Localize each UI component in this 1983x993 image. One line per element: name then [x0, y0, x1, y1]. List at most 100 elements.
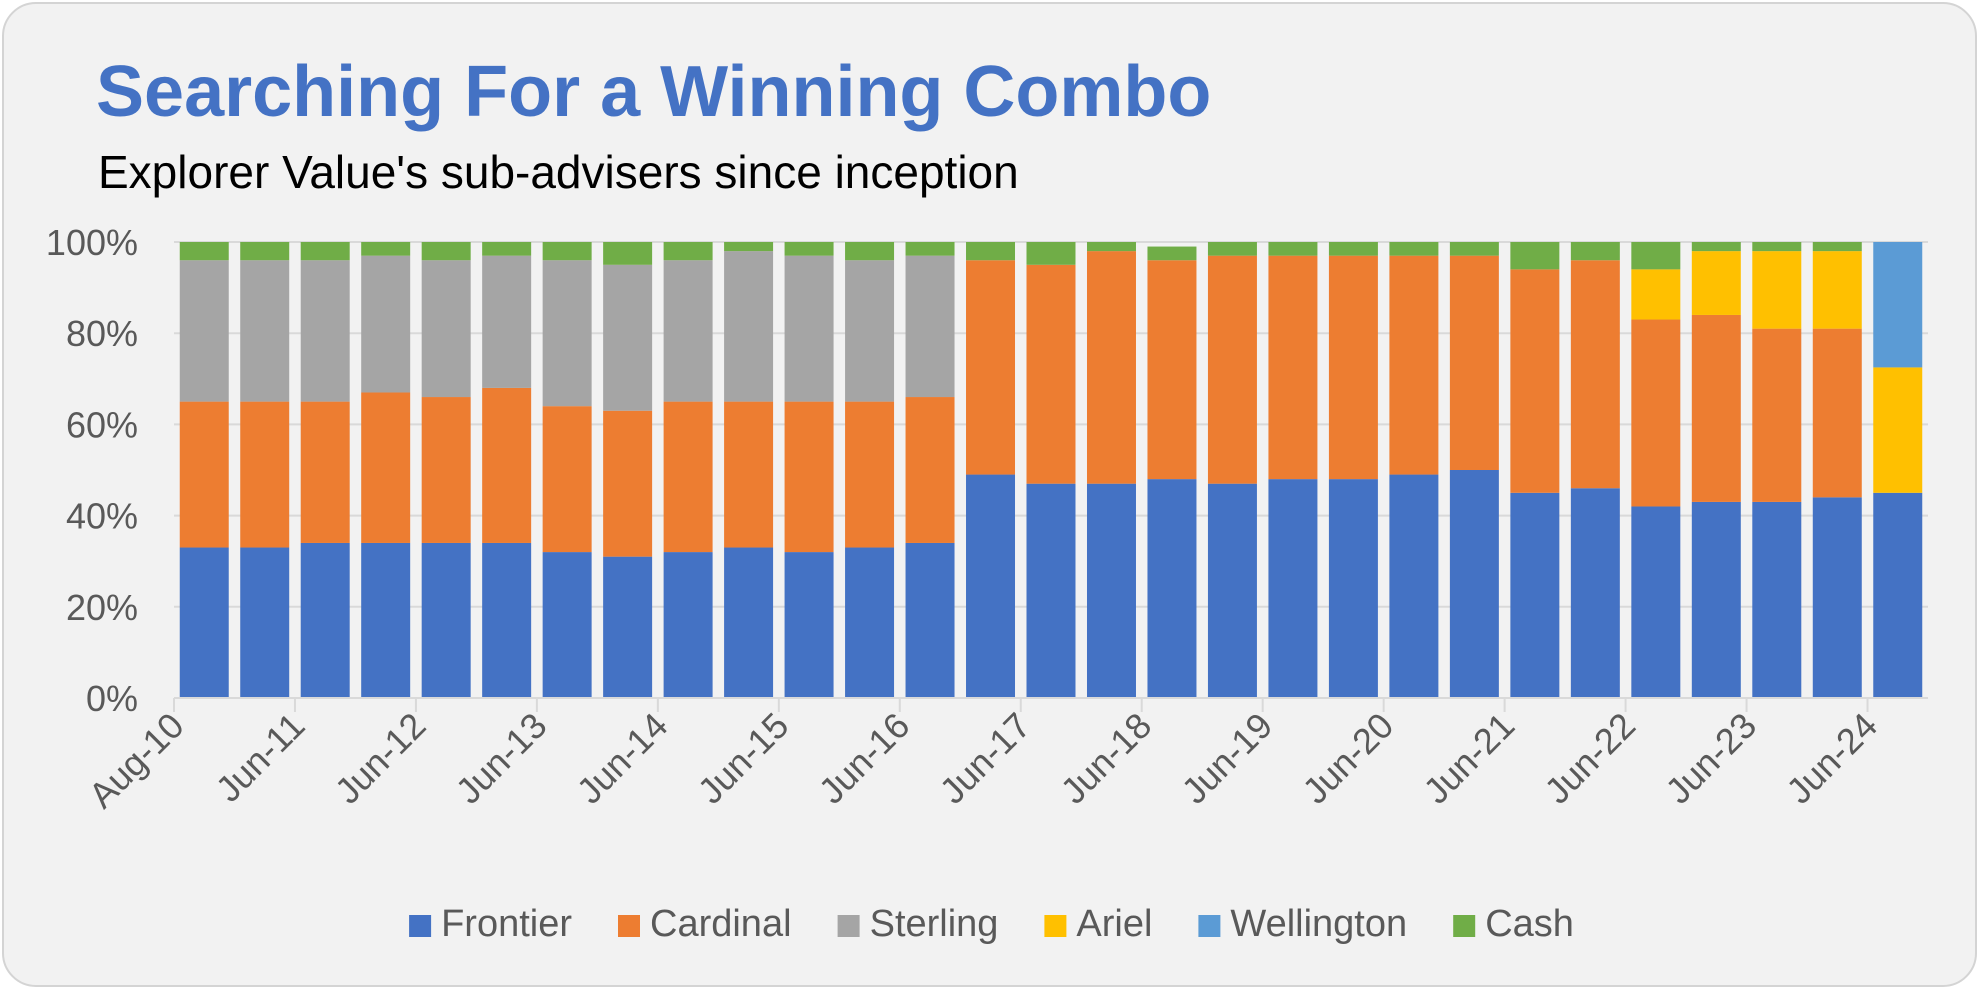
- bar-segment-cardinal: [421, 397, 471, 543]
- bar-segment-cardinal: [1268, 255, 1318, 480]
- bar-segment-cardinal: [1449, 255, 1499, 470]
- bar-segment-cash: [482, 242, 532, 256]
- bar-segment-cardinal: [542, 406, 592, 553]
- bar-segment-sterling: [179, 260, 229, 402]
- bar-segment-cash: [1570, 242, 1620, 261]
- bar-segment-cardinal: [1026, 264, 1076, 484]
- bar-segment-cash: [845, 242, 895, 261]
- y-tick-label: 100%: [46, 222, 138, 263]
- bar-segment-frontier: [724, 547, 774, 698]
- x-tick-label: Jun-11: [208, 705, 313, 810]
- bar-segment-cash: [724, 242, 774, 252]
- bar-segment-cash: [1207, 242, 1257, 256]
- legend-label: Sterling: [870, 903, 999, 945]
- bar-segment-frontier: [905, 542, 955, 698]
- x-tick-label: Jun-15: [690, 705, 797, 812]
- bar-segment-cardinal: [845, 401, 895, 548]
- bar-segment-ariel: [1752, 251, 1802, 329]
- bar-segment-cash: [1268, 242, 1318, 256]
- bar-segment-frontier: [482, 542, 532, 698]
- bar-segment-frontier: [1389, 474, 1439, 698]
- bar-segment-cash: [179, 242, 229, 261]
- legend-item-sterling: Sterling: [837, 903, 999, 945]
- bar-segment-cash: [361, 242, 411, 256]
- bar-segment-sterling: [300, 260, 350, 402]
- legend-swatch: [1198, 915, 1221, 937]
- bar-segment-cash: [300, 242, 350, 261]
- bar-segment-sterling: [361, 255, 411, 393]
- y-tick-label: 0%: [86, 678, 138, 719]
- bar-segment-ariel: [1812, 251, 1862, 329]
- bar-segment-frontier: [1510, 492, 1560, 698]
- legend-swatch: [1453, 915, 1476, 937]
- bar-segment-cash: [1328, 242, 1378, 256]
- bar-segment-sterling: [482, 255, 532, 388]
- bar-segment-cash: [1026, 242, 1076, 265]
- bar-segment-frontier: [1328, 479, 1378, 698]
- x-tick-label: Jun-14: [569, 705, 676, 812]
- bar-segment-sterling: [603, 264, 653, 411]
- bar-segment-frontier: [663, 552, 713, 698]
- bar-segment-frontier: [1147, 479, 1197, 698]
- bar-segment-cardinal: [179, 401, 229, 548]
- bar-segment-frontier: [845, 547, 895, 698]
- bar-segment-cardinal: [1812, 328, 1862, 498]
- legend-item-cardinal: Cardinal: [618, 903, 792, 945]
- y-tick-label: 60%: [66, 404, 138, 445]
- x-tick-label: Jun-18: [1053, 705, 1160, 812]
- legend-item-ariel: Ariel: [1044, 903, 1152, 945]
- bar-segment-cardinal: [1510, 269, 1560, 493]
- bar-segment-cash: [1086, 242, 1136, 252]
- legend-swatch: [837, 915, 860, 937]
- bar-segment-cash: [1510, 242, 1560, 270]
- bar-segment-sterling: [905, 255, 955, 398]
- legend-swatch: [618, 915, 640, 937]
- bar-segment-frontier: [300, 542, 350, 698]
- bar-segment-cash: [603, 242, 653, 265]
- bar-segment-cash: [1449, 242, 1499, 256]
- bar-segment-frontier: [1873, 492, 1923, 698]
- x-tick-label: Jun-24: [1778, 705, 1885, 812]
- bar-segment-cardinal: [1147, 260, 1197, 480]
- legend-label: Ariel: [1076, 903, 1152, 945]
- bar-segment-frontier: [603, 556, 653, 698]
- bar-segment-cardinal: [663, 401, 713, 553]
- bar-segment-cardinal: [361, 392, 411, 543]
- bar-segment-frontier: [1449, 470, 1499, 698]
- x-tick-label: Jun-16: [811, 705, 918, 812]
- legend-swatch: [409, 915, 432, 937]
- bar-segment-cardinal: [1328, 255, 1378, 480]
- bar-segment-frontier: [179, 547, 229, 698]
- y-tick-label: 20%: [66, 587, 138, 628]
- legend-item-cash: Cash: [1453, 903, 1574, 945]
- bar-segment-frontier: [1812, 497, 1862, 698]
- bar-segment-frontier: [1631, 506, 1681, 698]
- bar-segment-sterling: [240, 260, 290, 402]
- bar-segment-cash: [542, 242, 592, 261]
- bar-segment-cash: [1812, 242, 1862, 252]
- legend-label: Frontier: [441, 903, 572, 945]
- y-tick-label: 40%: [66, 496, 138, 537]
- bar-segment-frontier: [1752, 501, 1802, 698]
- bar-segment-ariel: [1631, 269, 1681, 320]
- bar-segment-cash: [663, 242, 713, 261]
- legend-label: Wellington: [1230, 903, 1407, 945]
- bar-segment-frontier: [361, 542, 411, 698]
- legend-item-frontier: Frontier: [409, 903, 572, 945]
- bar-segment-sterling: [542, 260, 592, 407]
- x-tick-label: Aug-10: [81, 705, 192, 816]
- bar-segment-ariel: [1691, 251, 1741, 315]
- bar-segment-cardinal: [1086, 251, 1136, 484]
- bar-segment-cash: [1691, 242, 1741, 252]
- legend-label: Cardinal: [650, 903, 792, 945]
- x-tick-label: Jun-19: [1174, 705, 1281, 812]
- bar-segment-cardinal: [240, 401, 290, 548]
- bar-segment-cardinal: [784, 401, 834, 553]
- bar-segment-cash: [784, 242, 834, 256]
- bar-segment-cardinal: [966, 260, 1016, 475]
- x-tick-label: Jun-21: [1415, 705, 1522, 812]
- bar-segment-frontier: [966, 474, 1016, 698]
- bar-segment-frontier: [1026, 483, 1076, 698]
- bar-segment-frontier: [1086, 483, 1136, 698]
- x-tick-label: Jun-13: [448, 705, 555, 812]
